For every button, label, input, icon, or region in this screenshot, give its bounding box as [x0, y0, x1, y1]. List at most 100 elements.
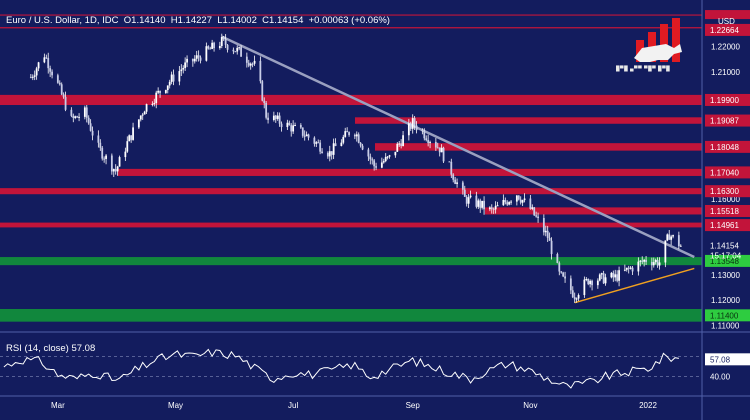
candle-body: [170, 74, 173, 82]
candle-body: [259, 60, 262, 82]
candle-body: [274, 115, 277, 119]
candle-body: [199, 57, 202, 61]
candle-body: [303, 135, 306, 137]
candle-body: [577, 295, 580, 299]
candle-body: [130, 135, 133, 140]
candle-body: [191, 58, 194, 62]
candle-body: [442, 147, 445, 162]
candle-body: [380, 162, 383, 168]
candle-body: [583, 279, 586, 296]
candle-body: [645, 259, 647, 262]
candle-body: [35, 68, 38, 76]
candle-body: [56, 75, 59, 83]
rsi-value-label-bg: [705, 353, 750, 366]
candle-body: [141, 114, 144, 116]
candle-body: [537, 216, 539, 219]
logo-wordmark: █▀█ ▄▀▀ ▀█▀ █▀█: [616, 66, 671, 72]
zone-114961: [0, 222, 702, 228]
candle-body: [361, 145, 364, 150]
candle-body: [29, 77, 32, 79]
candle-body: [650, 261, 653, 266]
candle-body: [388, 155, 391, 157]
candle-body: [652, 262, 655, 266]
candle-body: [438, 147, 441, 153]
candle-body: [263, 100, 266, 103]
candle-body: [479, 200, 482, 208]
time-tick: May: [168, 401, 183, 410]
candle-body: [43, 57, 46, 63]
candle-body: [157, 90, 160, 93]
candle-body: [386, 156, 389, 158]
candle-body: [396, 143, 399, 152]
candle-body: [587, 279, 590, 285]
candle-body: [330, 151, 333, 155]
candle-body: [265, 102, 268, 118]
rsi-value: 57.08: [71, 343, 96, 354]
candle-body: [504, 199, 507, 203]
candle-body: [286, 122, 289, 128]
candle-body: [58, 82, 61, 85]
candle-body: [180, 69, 183, 72]
rsi-label: RSI (14, close): [6, 343, 69, 354]
candle-body: [625, 267, 628, 270]
candle-body: [535, 215, 538, 217]
candle-body: [436, 147, 439, 149]
candle-body: [137, 119, 140, 128]
zone-116300: [0, 188, 702, 195]
time-tick: Nov: [523, 401, 537, 410]
rsi-panel: 57.08 40.00: [0, 348, 750, 389]
candle-body: [213, 42, 215, 49]
candle-body: [496, 205, 499, 207]
candle-body: [517, 195, 520, 200]
candle-body: [195, 55, 198, 59]
candle-body: [182, 67, 185, 70]
candle-body: [612, 272, 615, 278]
candle-body: [523, 198, 526, 201]
level-label-bg: [705, 309, 750, 322]
candle-body: [178, 71, 181, 82]
candle-body: [292, 125, 295, 132]
candle-body: [72, 115, 75, 118]
candle-body: [207, 46, 210, 49]
candle-body: [492, 209, 495, 211]
candle-body: [573, 297, 576, 300]
candle-body: [232, 49, 235, 52]
level-label: 1.17040: [710, 168, 739, 177]
level-label: 1.13548: [710, 257, 739, 266]
candle-body: [114, 169, 117, 172]
candle-body: [211, 42, 214, 49]
price-tick: 1.12000: [711, 296, 740, 305]
candle-body: [375, 166, 377, 168]
candle-body: [124, 151, 127, 158]
candle-body: [301, 127, 304, 136]
candle-body: [429, 141, 431, 143]
candle-body: [481, 200, 484, 208]
candle-body: [643, 259, 646, 262]
exchange: IDC: [102, 15, 119, 26]
candle-body: [400, 143, 403, 147]
candle-body: [533, 207, 536, 216]
candle-body: [670, 236, 673, 240]
candle-body: [328, 151, 331, 157]
level-label-bg: [705, 93, 750, 106]
candle-body: [128, 135, 131, 142]
symbol-name: Euro / U.S. Dollar: [6, 15, 80, 26]
level-label-bg: [705, 239, 750, 252]
currency-label[interactable]: USD: [718, 17, 735, 26]
candle-body: [247, 62, 250, 66]
candle-body: [70, 109, 73, 116]
candle-body: [515, 195, 518, 202]
candle-body: [450, 161, 453, 175]
candle-body: [280, 123, 283, 128]
level-label: 1.19900: [710, 96, 739, 105]
price-tick: 1.22000: [711, 43, 740, 52]
candle-body: [326, 153, 329, 157]
candle-body: [62, 94, 65, 97]
level-label-bg: [705, 10, 750, 20]
candle-body: [153, 103, 156, 105]
candle-body: [519, 199, 522, 203]
candle-body: [631, 267, 634, 272]
candle-body: [74, 116, 77, 118]
candle-body: [413, 118, 416, 126]
